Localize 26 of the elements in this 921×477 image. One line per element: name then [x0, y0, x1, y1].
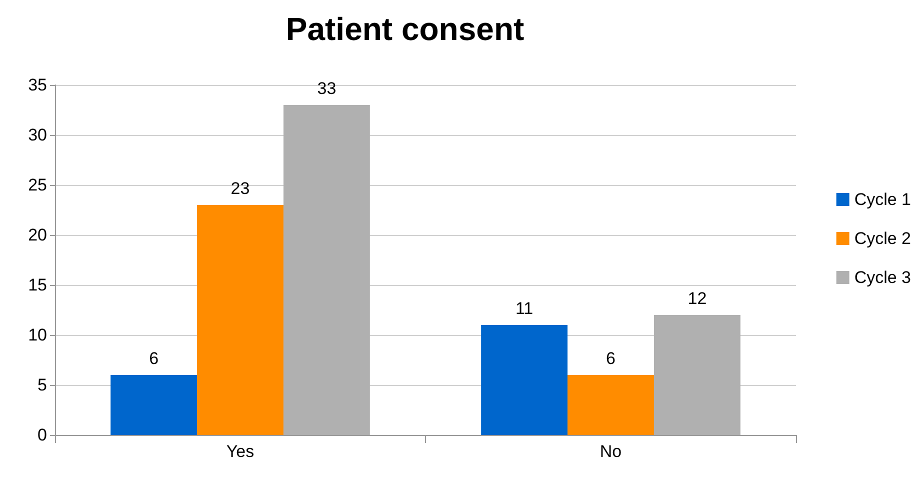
y-tick-label: 10: [28, 326, 47, 344]
data-label: 23: [230, 179, 250, 198]
bar: [283, 105, 370, 435]
legend-label: Cycle 2: [854, 229, 911, 248]
data-label: 33: [317, 79, 336, 98]
bar: [568, 375, 654, 435]
y-tick-label: 5: [38, 376, 47, 394]
bar: [654, 315, 740, 435]
y-tick-label: 20: [28, 226, 47, 244]
y-tick-label: 35: [28, 76, 47, 94]
legend-label: Cycle 3: [854, 268, 911, 287]
legend-label: Cycle 1: [854, 190, 911, 209]
x-tick-label: No: [600, 442, 622, 461]
y-tick-label: 0: [38, 426, 47, 444]
data-label: 11: [515, 299, 534, 318]
bar: [197, 205, 284, 435]
bar: [110, 375, 198, 435]
y-tick-label: 25: [28, 176, 47, 194]
data-label: 6: [606, 349, 616, 368]
bar: [481, 325, 568, 435]
y-tick-label: 30: [28, 126, 47, 144]
y-tick-label: 15: [28, 276, 47, 294]
data-label: 12: [688, 289, 707, 308]
x-tick-label: Yes: [226, 442, 254, 461]
chart-title: Patient consent: [286, 11, 524, 47]
data-label: 6: [149, 349, 159, 368]
